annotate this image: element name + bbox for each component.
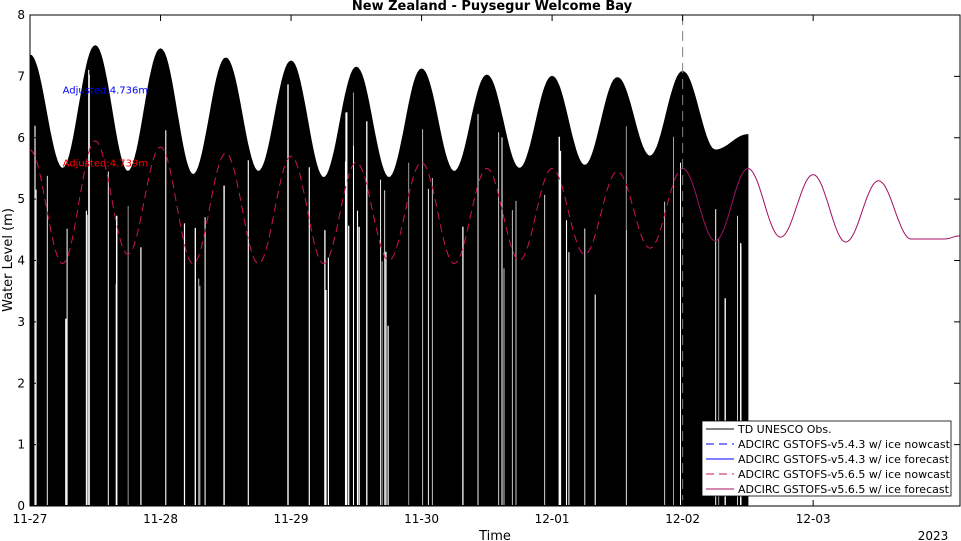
x-tick-label: 11-28: [143, 512, 178, 526]
y-tick-label: 4: [17, 254, 25, 268]
adjusted-annotation: Adjusted:4.739m: [63, 159, 149, 170]
x-tick-label: 11-27: [13, 512, 48, 526]
legend-box: [701, 420, 952, 497]
obs-band: [29, 45, 749, 507]
y-tick-label: 5: [17, 192, 25, 206]
legend-label: TD UNESCO Obs.: [737, 423, 832, 436]
y-tick-label: 3: [17, 315, 25, 329]
adjusted-annotation: Adjusted:4.736m: [63, 85, 149, 96]
y-axis-ticks: 0 1 2 3 4 5 6 7 8: [17, 8, 960, 513]
x-axis-ticks: 11-27 11-28 11-29 11-30 12-01 12-02 12-03: [13, 15, 831, 526]
y-tick-label: 6: [17, 131, 25, 145]
y-tick-label: 1: [17, 438, 25, 452]
x-axis-label: Time: [478, 529, 511, 541]
legend-label: ADCIRC GSTOFS-v5.4.3 w/ ice forecast: [738, 453, 950, 466]
legend-label: ADCIRC GSTOFS-v5.6.5 w/ ice nowcast: [738, 468, 951, 481]
x-tick-label: 12-02: [665, 512, 700, 526]
legend-label: ADCIRC GSTOFS-v5.4.3 w/ ice nowcast: [738, 438, 951, 451]
adjusted-annotations: Adjusted:4.736m Adjusted:4.739m: [63, 85, 149, 169]
legend: TD UNESCO Obs. ADCIRC GSTOFS-v5.4.3 w/ ic…: [701, 420, 952, 497]
y-tick-label: 2: [17, 376, 25, 390]
y-tick-label: 8: [17, 8, 25, 22]
series-line-4: [682, 167, 961, 243]
legend-label: ADCIRC GSTOFS-v5.6.5 w/ ice forecast: [738, 483, 950, 496]
chart-title: New Zealand - Puysegur Welcome Bay: [352, 0, 633, 14]
obs-series: [29, 45, 749, 507]
x-tick-label: 12-03: [796, 512, 831, 526]
y-axis-label: Water Level (m): [1, 208, 16, 312]
x-tick-label: 11-29: [274, 512, 309, 526]
model-series: [29, 140, 961, 265]
y-tick-label: 7: [17, 69, 25, 83]
x-tick-label: 11-30: [404, 512, 439, 526]
y-tick-label: 0: [17, 499, 25, 513]
x-tick-label: 12-01: [535, 512, 570, 526]
year-label: 2023: [918, 529, 949, 541]
